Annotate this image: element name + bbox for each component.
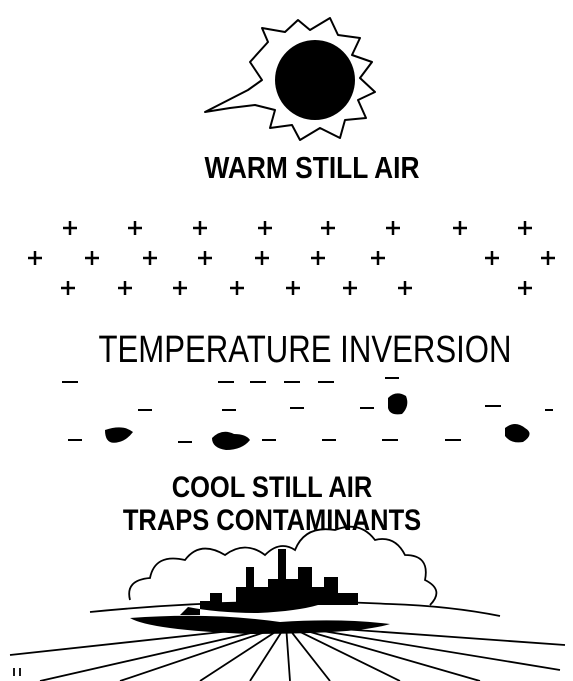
- plus: [173, 281, 187, 295]
- illustration: WARM STILL AIR TEMPERATURE INVERSION: [0, 0, 573, 681]
- plus: [143, 251, 157, 265]
- plus: [518, 281, 532, 295]
- plus: [541, 251, 555, 265]
- plus: [343, 281, 357, 295]
- plus: [398, 281, 412, 295]
- sun-disc: [275, 40, 355, 120]
- buildings: [130, 549, 390, 634]
- city-base: [130, 616, 390, 634]
- traps-label: TRAPS CONTAMINANTS: [123, 503, 421, 536]
- plus: [85, 251, 99, 265]
- plus: [485, 251, 499, 265]
- skyline: [180, 549, 358, 615]
- plus: [518, 221, 532, 235]
- plus: [28, 251, 42, 265]
- plus: [255, 251, 269, 265]
- plus: [118, 281, 132, 295]
- plus: [230, 281, 244, 295]
- plus: [286, 281, 300, 295]
- plus: [198, 251, 212, 265]
- plus: [258, 221, 272, 235]
- blob: [505, 424, 530, 442]
- plus: [386, 221, 400, 235]
- cool-air-label: COOL STILL AIR: [172, 470, 373, 503]
- dashes: [62, 378, 553, 442]
- blob: [388, 393, 407, 414]
- warm-air-particles: [28, 221, 555, 295]
- plus: [63, 221, 77, 235]
- inversion-label: TEMPERATURE INVERSION: [98, 329, 511, 371]
- plus: [61, 281, 75, 295]
- plus: [193, 221, 207, 235]
- blob: [212, 432, 250, 450]
- plus: [311, 251, 325, 265]
- plus: [453, 221, 467, 235]
- plus: [128, 221, 142, 235]
- sun: [205, 18, 375, 140]
- tick-marks: [14, 668, 20, 676]
- blob: [105, 427, 133, 442]
- plus: [371, 251, 385, 265]
- page: WARM STILL AIR TEMPERATURE INVERSION: [0, 0, 573, 681]
- contaminants: [105, 393, 530, 450]
- cool-air-particles: [62, 378, 553, 442]
- warm-air-label: WARM STILL AIR: [204, 151, 419, 185]
- plus: [321, 221, 335, 235]
